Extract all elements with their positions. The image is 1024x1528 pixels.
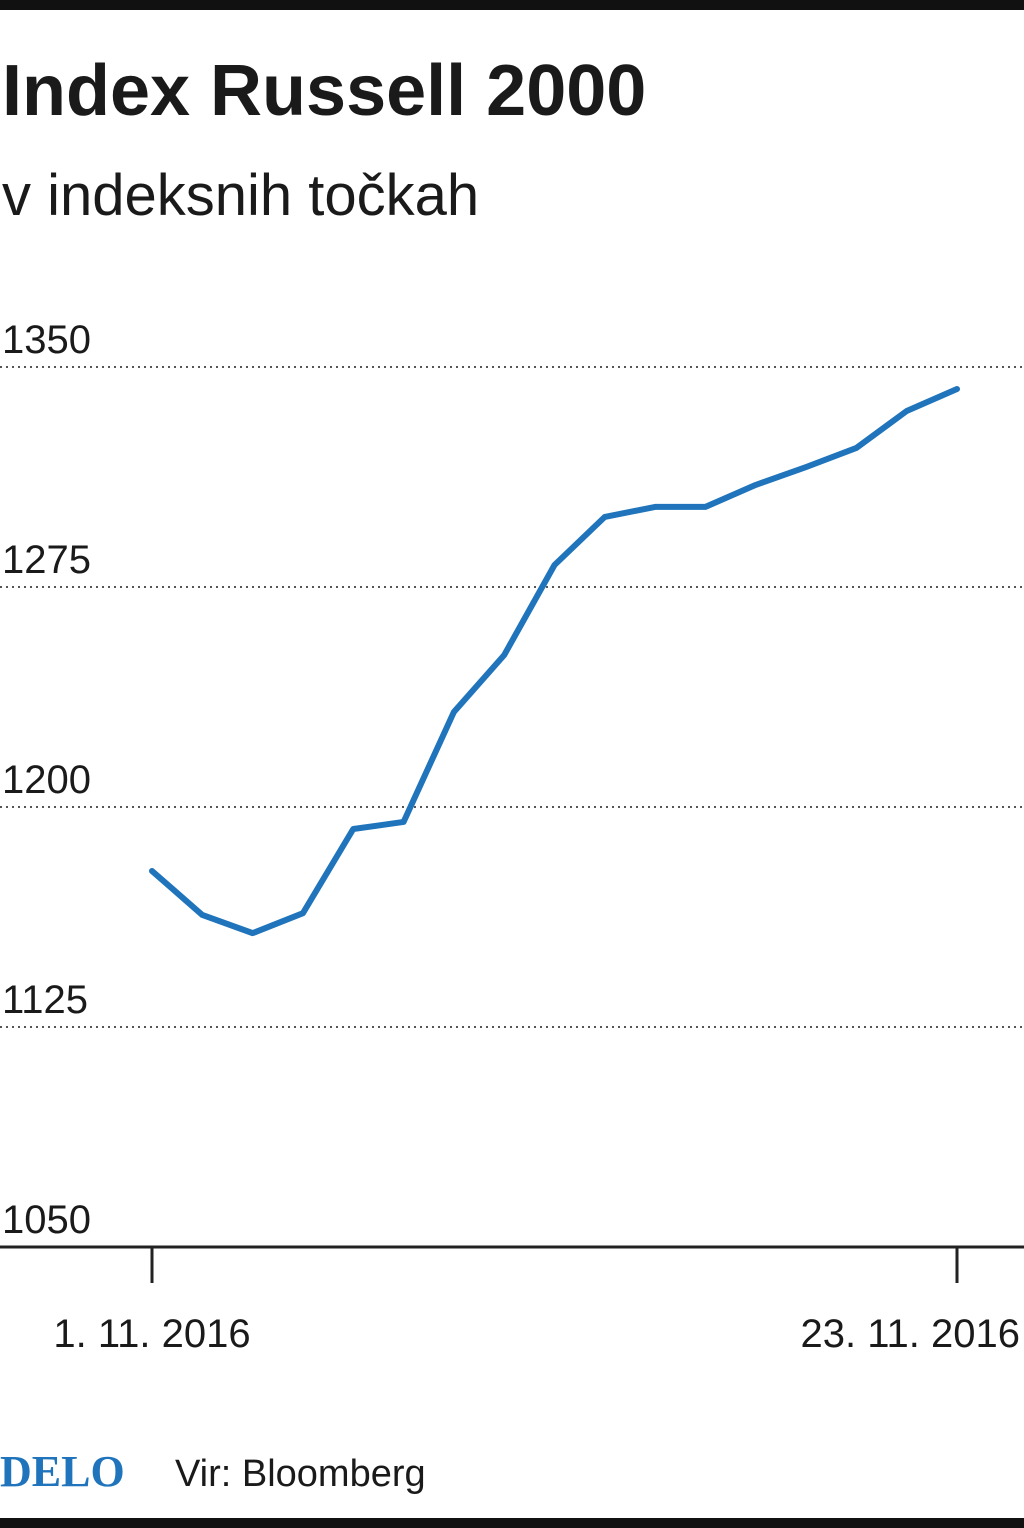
y-tick-label: 1275 <box>2 538 91 582</box>
x-tick-label: 1. 11. 2016 <box>53 1312 250 1356</box>
y-tick-label: 1350 <box>2 318 91 362</box>
chart-title: Index Russell 2000 <box>2 51 646 131</box>
line <box>149 386 960 937</box>
bottom-bar <box>0 1518 1024 1528</box>
source: Vir: Bloomberg <box>175 1453 426 1495</box>
x-tick-label: 23. 11. 2016 <box>801 1312 1020 1356</box>
y-tick-label: 1125 <box>2 978 88 1022</box>
y-tick-label: 1050 <box>2 1198 91 1242</box>
top-bar <box>0 0 1024 10</box>
chart-subtitle: v indeksnih točkah <box>2 163 479 228</box>
logo: DELO <box>0 1447 125 1496</box>
y-tick-label: 1200 <box>2 758 91 802</box>
